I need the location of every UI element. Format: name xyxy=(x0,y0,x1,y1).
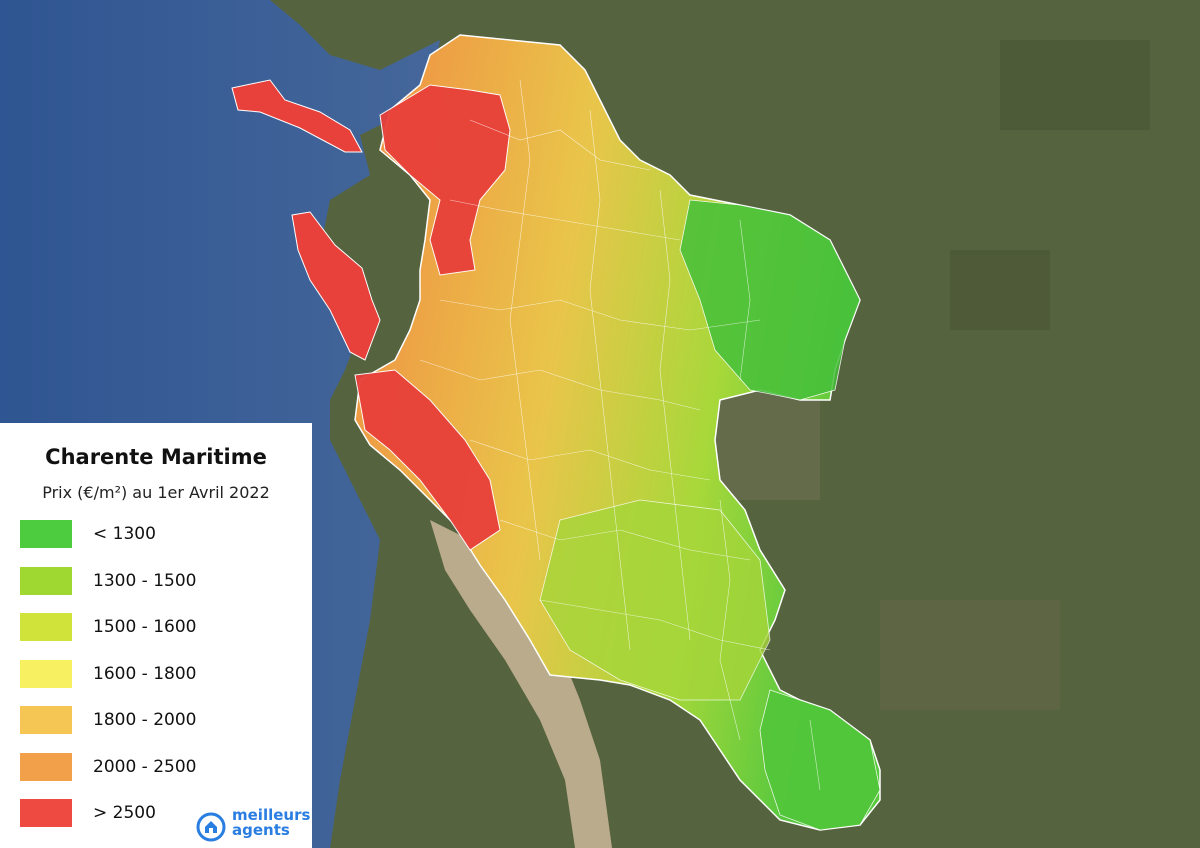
legend-swatch xyxy=(20,566,72,595)
south-zone-mid xyxy=(539,499,771,701)
gironde-estuary xyxy=(430,520,612,848)
ile-d-oleron xyxy=(291,211,381,361)
coastal-zone-high xyxy=(379,84,511,276)
legend-label: 1300 - 1500 xyxy=(93,570,197,591)
ile-de-re xyxy=(231,79,363,153)
legend-swatch xyxy=(20,659,72,688)
map-legend: Charente Maritime Prix (€/m²) au 1er Avr… xyxy=(0,423,312,848)
legend-label: 1600 - 1800 xyxy=(93,663,197,684)
legend-label: < 1300 xyxy=(93,524,156,544)
legend-swatch xyxy=(20,520,72,548)
brand-line1: meilleurs xyxy=(232,806,311,824)
legend-swatch xyxy=(20,613,72,641)
legend-swatch xyxy=(20,706,72,734)
brand-name: meilleurs agents xyxy=(232,808,310,838)
legend-swatch xyxy=(20,752,72,781)
legend-subtitle: Prix (€/m²) au 1er Avril 2022 xyxy=(42,483,270,502)
legend-label: 2000 - 2500 xyxy=(93,756,197,777)
coastal-zone-south xyxy=(354,369,501,551)
legend-label: > 2500 xyxy=(93,803,156,823)
east-zone-low xyxy=(679,199,861,401)
legend-title: Charente Maritime xyxy=(45,445,267,469)
house-pin-icon xyxy=(196,812,226,842)
legend-label: 1500 - 1600 xyxy=(93,617,197,637)
legend-label: 1800 - 2000 xyxy=(93,710,197,730)
legend-swatch xyxy=(20,799,72,827)
southeast-zone-low xyxy=(759,689,881,831)
brand-line2: agents xyxy=(232,821,290,839)
